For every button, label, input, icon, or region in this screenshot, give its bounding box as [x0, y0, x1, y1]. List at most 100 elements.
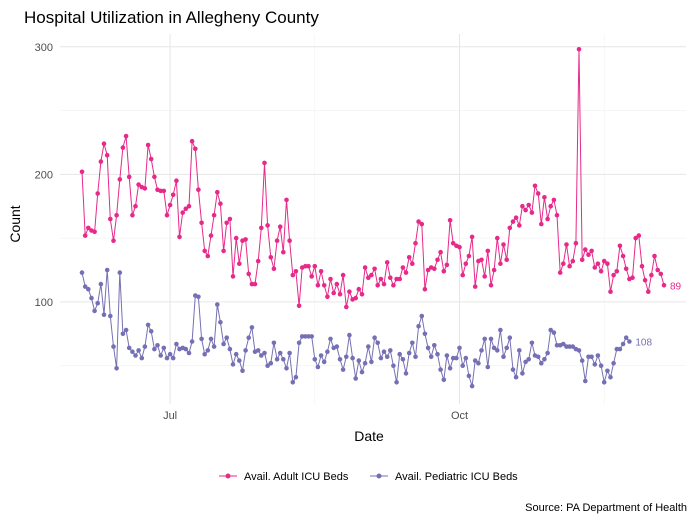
data-point [353, 295, 359, 301]
data-point [111, 238, 116, 243]
data-point [422, 331, 428, 337]
data-point [416, 323, 421, 329]
data-point [104, 267, 110, 273]
data-point [95, 300, 100, 306]
data-point [608, 374, 613, 380]
data-point [428, 354, 434, 360]
data-point [296, 303, 302, 309]
data-point [570, 258, 576, 264]
data-point [579, 257, 585, 263]
legend-pediatric-label: Avail. Pediatric ICU Beds [395, 471, 518, 483]
data-point [353, 376, 359, 381]
data-point [255, 348, 261, 353]
data-point [180, 210, 185, 215]
data-point [592, 265, 598, 270]
data-point [293, 374, 299, 380]
data-point [523, 359, 528, 365]
data-point [133, 353, 138, 358]
data-point [432, 266, 437, 272]
data-point [646, 289, 651, 295]
data-point [259, 353, 264, 358]
data-point [240, 368, 245, 374]
data-point [526, 357, 531, 362]
data-point [205, 253, 211, 259]
data-point [460, 363, 466, 369]
data-point [262, 350, 267, 356]
data-point [196, 294, 201, 300]
data-point [152, 346, 157, 352]
data-point [457, 244, 462, 250]
data-point [375, 283, 381, 288]
data-point [441, 377, 447, 383]
data-point [495, 348, 500, 353]
data-point [532, 183, 538, 189]
data-point [95, 191, 100, 196]
data-point [252, 281, 258, 287]
data-point [586, 252, 591, 257]
data-point [564, 242, 569, 247]
data-point [290, 380, 296, 385]
x-tick-label: Oct [451, 410, 468, 422]
data-point [488, 336, 494, 342]
data-point [325, 294, 330, 300]
data-point [378, 276, 384, 282]
data-point [211, 344, 217, 349]
data-point [520, 371, 525, 376]
data-point [391, 283, 396, 288]
data-point [205, 348, 211, 353]
data-point [592, 362, 598, 367]
data-point [82, 233, 88, 238]
data-point [450, 240, 456, 246]
data-point [101, 141, 107, 146]
data-point [539, 221, 544, 227]
data-point [230, 362, 236, 367]
chart-title: Hospital Utilization in Allegheny County [24, 8, 319, 27]
data-point [551, 330, 557, 335]
data-point [287, 238, 292, 243]
data-point [413, 240, 418, 246]
data-point [277, 350, 283, 356]
data-point [142, 344, 148, 349]
data-point [284, 197, 289, 203]
data-point [334, 344, 340, 349]
data-point [230, 274, 236, 279]
data-point [243, 237, 248, 242]
data-point [529, 210, 535, 215]
data-point [202, 248, 207, 254]
data-point [265, 223, 270, 228]
data-point [215, 189, 220, 195]
chart-caption: Source: PA Department of Health [525, 502, 687, 514]
data-point [108, 313, 113, 319]
data-point [255, 258, 261, 264]
data-point [277, 224, 283, 229]
data-point [299, 334, 305, 339]
data-point [620, 253, 626, 259]
data-point [542, 195, 547, 200]
data-point [652, 253, 657, 259]
data-point [237, 358, 242, 363]
legend-adult-label: Avail. Adult ICU Beds [244, 471, 349, 483]
data-point [608, 289, 613, 295]
data-point [117, 270, 123, 275]
data-point [356, 286, 362, 292]
data-point [400, 265, 406, 270]
data-point [447, 218, 453, 223]
data-point [601, 258, 607, 264]
series-layer: 89 108 [79, 47, 682, 389]
data-point [89, 295, 94, 301]
data-point [605, 261, 610, 267]
data-point [321, 283, 327, 288]
data-point [328, 276, 333, 282]
data-point [642, 277, 648, 283]
x-axis-title: Date [354, 428, 384, 444]
data-point [215, 302, 220, 307]
data-point [557, 270, 563, 275]
data-point [554, 212, 560, 218]
data-point [133, 203, 138, 209]
data-point [545, 216, 550, 222]
data-point [98, 281, 104, 287]
data-point [466, 253, 472, 259]
data-point [579, 358, 585, 363]
data-point [117, 177, 123, 182]
data-point [92, 308, 97, 314]
